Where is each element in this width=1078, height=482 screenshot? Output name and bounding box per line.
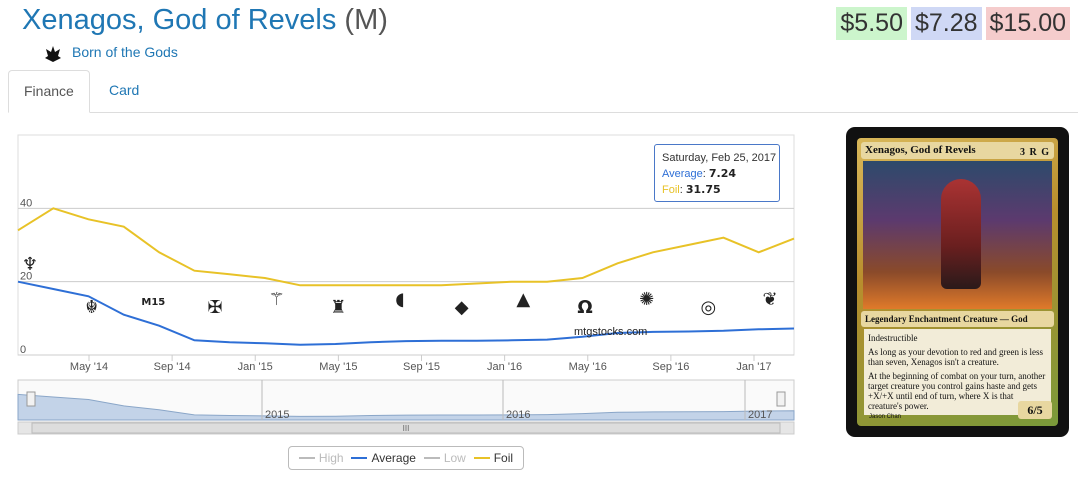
eldritch-moon-set-icon: ✺ — [639, 289, 654, 310]
aether-revolt-set-icon: ❦ — [762, 289, 777, 310]
born-of-the-gods-set-icon: ♆ — [22, 254, 38, 275]
tooltip-average-value: 7.24 — [708, 167, 737, 180]
kaladesh-set-icon: ◎ — [700, 297, 716, 318]
set-link[interactable]: Born of the Gods — [72, 44, 178, 60]
y-tick-label: 40 — [20, 197, 32, 209]
x-tick-label: Jan '16 — [487, 361, 522, 373]
m15-set-icon: M15 — [141, 297, 165, 308]
oath-of-the-gatewatch-set-icon: ▲ — [516, 289, 530, 310]
x-tick-label: May '16 — [569, 361, 607, 373]
price-chart: 0 20 40 May '14 Sep '14 Jan '15 May '15 Sep '15… — [17, 134, 795, 435]
card-title-bar: Xenagos, God of Revels 3 R G — [861, 142, 1054, 159]
tab-finance[interactable]: Finance — [8, 70, 90, 113]
price-low: $5.50 — [836, 7, 907, 40]
navigator-right-handle[interactable] — [776, 391, 786, 407]
x-tick-label: Sep '14 — [154, 361, 191, 373]
y-tick-label: 20 — [20, 271, 32, 283]
series-line-average — [17, 280, 795, 346]
chart-legend: High Average Low Foil — [288, 446, 524, 470]
legend-average[interactable]: Average — [351, 451, 416, 465]
tab-bar: Finance Card — [8, 70, 1078, 113]
legend-low[interactable]: Low — [423, 451, 466, 465]
navigator-area — [17, 393, 795, 421]
card-type-line: Legendary Enchantment Creature — God — [861, 311, 1054, 327]
rarity-label: (M) — [344, 4, 388, 36]
fate-reforged-set-icon: ⚚ — [269, 289, 285, 310]
price-high: $15.00 — [985, 7, 1070, 40]
tooltip-foil-value: 31.75 — [685, 183, 721, 196]
x-tick-label: Sep '16 — [652, 361, 689, 373]
x-tick-label: Jan '15 — [238, 361, 273, 373]
scrollbar-grip: III — [403, 424, 410, 433]
magic-origins-set-icon: ◖ — [395, 289, 404, 310]
price-average: $7.28 — [910, 7, 982, 40]
x-tick-label: Sep '15 — [403, 361, 440, 373]
mana-cost: 3 R G — [1020, 147, 1050, 158]
navigator-tick-label: 2017 — [748, 409, 772, 421]
scrollbar-thumb[interactable] — [31, 422, 781, 434]
watermark: mtgstocks.com — [574, 326, 647, 338]
price-badges: $5.50 $7.28 $15.00 — [836, 7, 1070, 40]
card-rules-text: Indestructible As long as your devotion … — [864, 329, 1051, 415]
dragons-of-tarkir-set-icon: ♜ — [330, 297, 346, 318]
tooltip-average-label: Average — [662, 168, 703, 180]
x-tick-label: May '15 — [319, 361, 357, 373]
tooltip-date: Saturday, Feb 25, 2017 — [662, 152, 777, 164]
navigator-tick-label: 2015 — [265, 409, 289, 421]
card-art — [863, 161, 1052, 309]
battle-for-zendikar-set-icon: ◆ — [455, 297, 469, 318]
power-toughness: 6/5 — [1018, 401, 1052, 419]
card-image: Xenagos, God of Revels 3 R G Legendary E… — [846, 127, 1069, 437]
navigator-tick-label: 2016 — [506, 409, 530, 421]
legend-high[interactable]: High — [298, 451, 344, 465]
shadows-over-innistrad-set-icon: Ω — [577, 297, 592, 318]
scrollbar-left-button[interactable] — [17, 421, 33, 435]
page-title: Xenagos, God of Revels (M) — [22, 4, 388, 37]
khans-of-tarkir-set-icon: ✠ — [207, 297, 222, 318]
tab-card[interactable]: Card — [109, 82, 140, 98]
x-tick-label: May '14 — [70, 361, 108, 373]
chart-tooltip: Saturday, Feb 25, 2017 Average: 7.24 Foi… — [654, 144, 780, 202]
navigator-left-handle[interactable] — [26, 391, 36, 407]
legend-foil[interactable]: Foil — [473, 451, 513, 465]
card-artist: Jason Chan — [869, 414, 902, 420]
card-name: Xenagos, God of Revels — [22, 4, 337, 36]
x-tick-label: Jan '17 — [736, 361, 771, 373]
series-line-foil — [17, 207, 795, 287]
tooltip-foil-label: Foil — [662, 184, 680, 196]
y-tick-label: 0 — [20, 344, 26, 356]
scrollbar-right-button[interactable] — [779, 421, 795, 435]
journey-into-nyx-set-icon: ☬ — [85, 297, 98, 318]
born-of-the-gods-set-icon — [45, 46, 61, 62]
